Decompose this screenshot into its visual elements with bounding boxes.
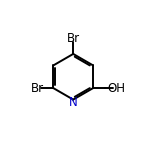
Text: OH: OH (108, 82, 126, 95)
Text: N: N (69, 96, 78, 109)
Text: Br: Br (31, 82, 44, 95)
Text: Br: Br (67, 32, 80, 45)
